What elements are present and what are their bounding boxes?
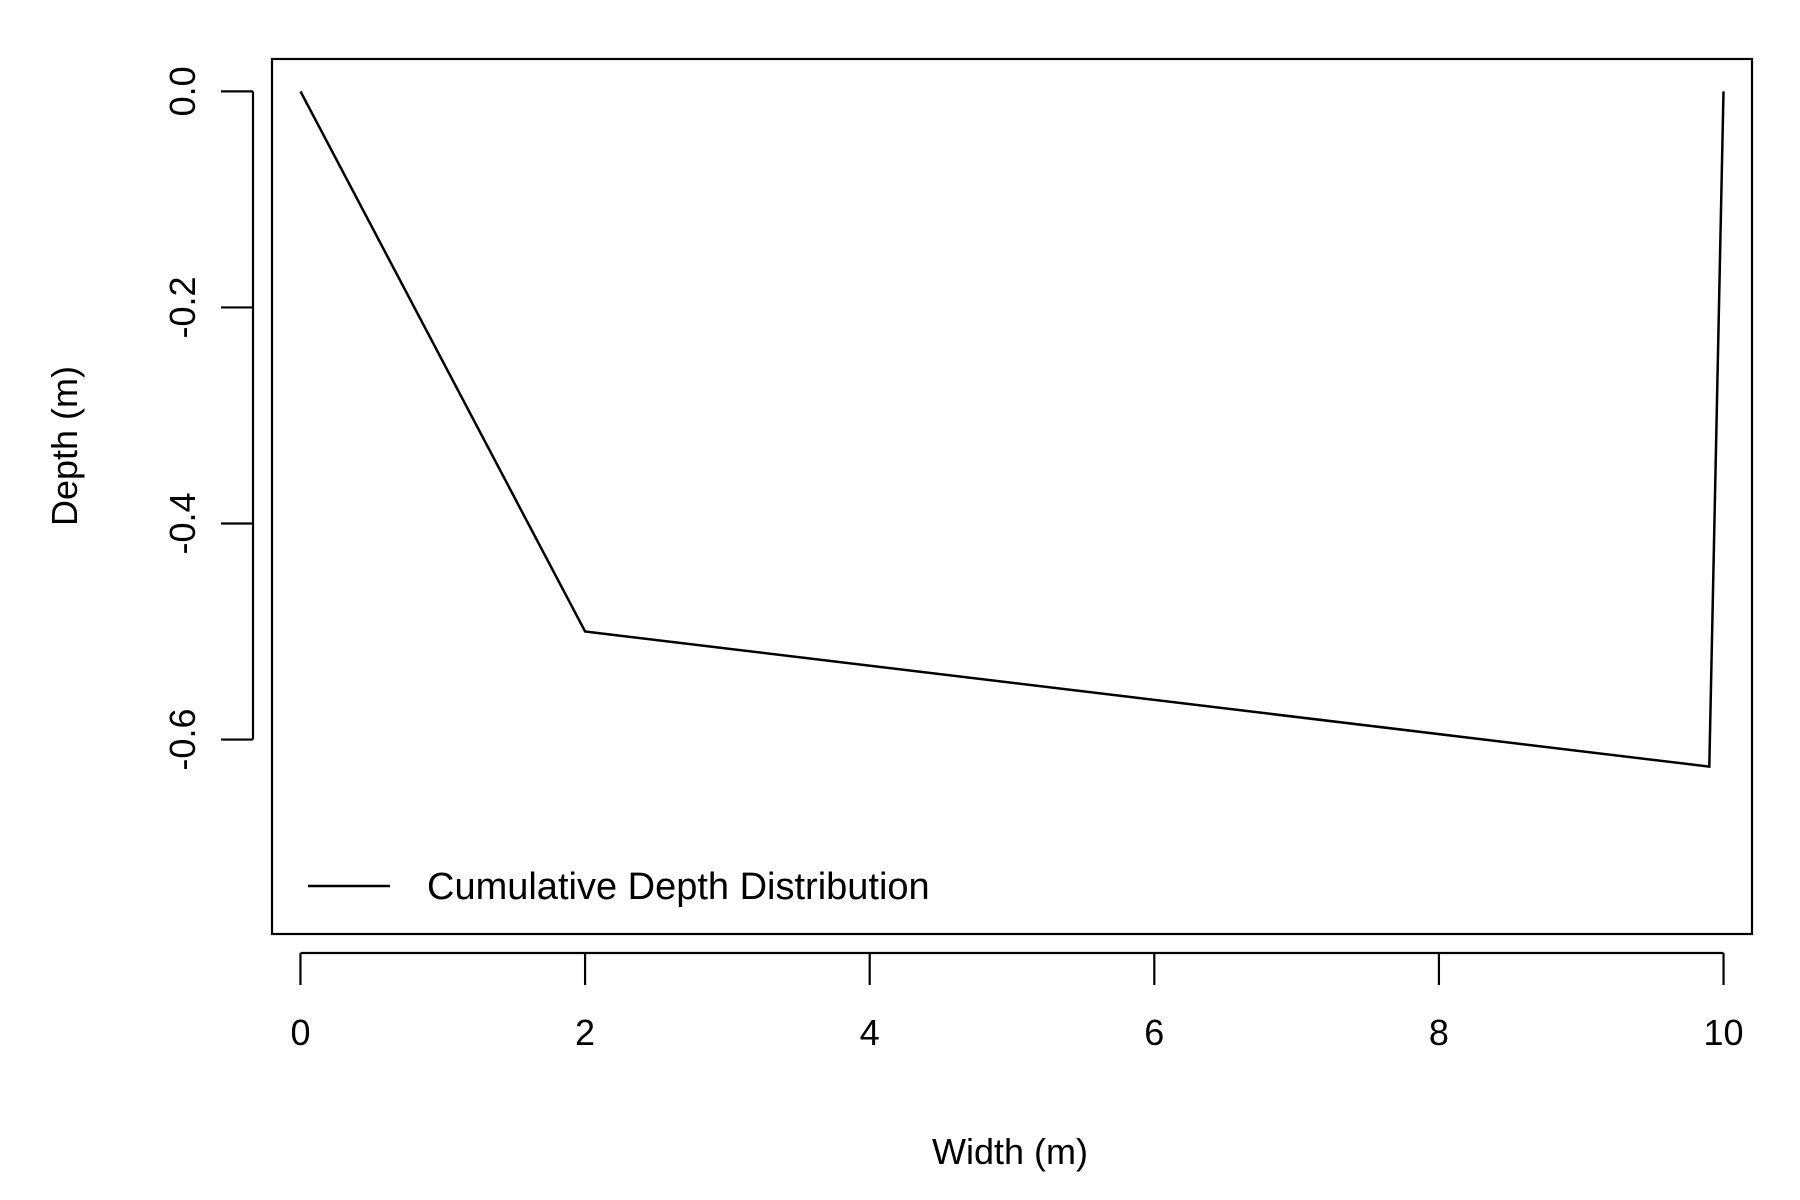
legend-label: Cumulative Depth Distribution <box>427 866 930 908</box>
series-line <box>299 90 1725 769</box>
x-tick-label: 4 <box>860 1012 880 1053</box>
y-axis-label: Depth (m) <box>44 366 85 526</box>
x-tick-label: 2 <box>575 1012 595 1053</box>
series-layer <box>299 90 1725 769</box>
y-tick-label: -0.4 <box>162 492 203 554</box>
x-tick-label: 10 <box>1704 1012 1744 1053</box>
y-tick-label: 0.0 <box>162 66 203 116</box>
x-tick-label: 0 <box>290 1012 310 1053</box>
x-axis: 0 2 4 6 8 10 <box>290 951 1744 1053</box>
plot-frame <box>270 57 1754 936</box>
y-tick-label: -0.6 <box>162 709 203 771</box>
legend: Cumulative Depth Distribution <box>308 866 930 908</box>
y-tick-label: -0.2 <box>162 276 203 338</box>
x-axis-label: Width (m) <box>932 1131 1088 1172</box>
x-tick-label: 6 <box>1144 1012 1164 1053</box>
y-axis: 0.0 -0.2 -0.4 -0.6 <box>162 66 255 771</box>
x-tick-label: 8 <box>1429 1012 1449 1053</box>
